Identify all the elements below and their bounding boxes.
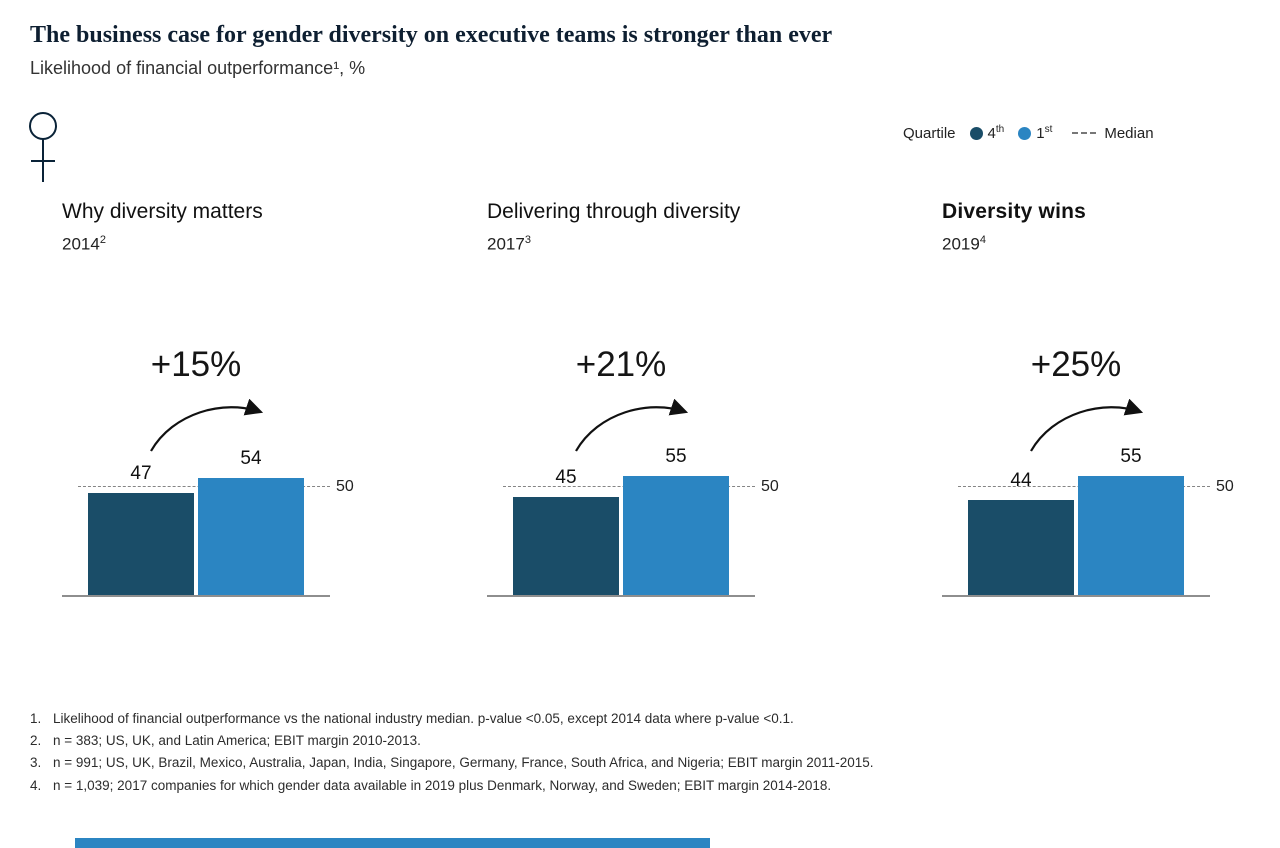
bar-plot: +25% 44 55 50: [940, 345, 1280, 597]
report-title: Delivering through diversity: [487, 200, 741, 223]
value-label-4th-quartile: 45: [555, 467, 577, 489]
median-value-label: 50: [336, 477, 354, 495]
female-gender-icon: [26, 110, 62, 191]
footnote-text: Likelihood of financial outperformance v…: [53, 711, 794, 726]
delta-label: +15%: [150, 345, 242, 384]
growth-arrow-icon: [150, 398, 264, 452]
growth-arrow-icon: [575, 398, 689, 452]
footnote-text: n = 1,039; 2017 companies for which gend…: [53, 777, 832, 793]
report-year: 20142: [62, 234, 106, 254]
chart-group-2014: Why diversity matters 20142 +15% 47 54 5…: [60, 200, 405, 620]
footnote: 1. Likelihood of financial outperformanc…: [30, 710, 1130, 728]
footnote: 4. n = 1,039; 2017 companies for which g…: [30, 777, 1130, 795]
legend-title: Quartile: [903, 124, 956, 142]
median-line-sample: [1072, 132, 1097, 134]
legend-label-4th-quartile: 4th: [987, 124, 1005, 142]
footnote-number: 3.: [30, 755, 42, 771]
report-year: 20173: [487, 234, 531, 254]
page-title: The business case for gender diversity o…: [30, 22, 833, 49]
footnote-number: 2.: [30, 733, 42, 749]
quartile-legend: Quartile 4th 1st Median: [903, 124, 1154, 142]
baseline-axis: [942, 595, 1210, 597]
legend-dot-1st-quartile: [1018, 126, 1032, 140]
bar-1st-quartile: [1078, 475, 1184, 595]
chart-group-2017: Delivering through diversity 20173 +21% …: [485, 200, 830, 620]
delta-label: +21%: [575, 345, 667, 384]
footnote-number: 4.: [30, 777, 42, 793]
value-label-1st-quartile: 55: [1120, 445, 1142, 467]
report-year: 20194: [942, 234, 986, 254]
bottom-accent-strip: [75, 838, 710, 848]
value-label-4th-quartile: 44: [1010, 469, 1032, 491]
footnotes: 1. Likelihood of financial outperformanc…: [30, 710, 1130, 799]
chart-group-2019: Diversity wins 20194 +25% 44 55 50: [940, 200, 1280, 620]
bar-4th-quartile: [968, 499, 1074, 595]
report-title: Diversity wins: [942, 200, 1087, 223]
page-subtitle: Likelihood of financial outperformance¹,…: [30, 58, 366, 78]
bar-1st-quartile: [623, 475, 729, 595]
footnote-text: n = 991; US, UK, Brazil, Mexico, Austral…: [53, 755, 874, 771]
bar-plot: +21% 45 55 50: [485, 345, 830, 597]
baseline-axis: [62, 595, 330, 597]
legend-dot-4th-quartile: [969, 126, 983, 140]
bar-1st-quartile: [198, 477, 304, 595]
legend-label-1st-quartile: 1st: [1036, 124, 1053, 142]
footnote-number: 1.: [30, 711, 42, 726]
value-label-1st-quartile: 55: [665, 445, 687, 467]
bar-4th-quartile: [88, 493, 194, 595]
legend-label-median: Median: [1104, 124, 1154, 142]
footnote: 2. n = 383; US, UK, and Latin America; E…: [30, 732, 1130, 750]
bar-4th-quartile: [513, 497, 619, 595]
value-label-1st-quartile: 54: [240, 447, 262, 469]
baseline-axis: [487, 595, 755, 597]
median-value-label: 50: [761, 477, 779, 495]
value-label-4th-quartile: 47: [130, 463, 152, 485]
report-title: Why diversity matters: [62, 200, 263, 223]
footnote: 3. n = 991; US, UK, Brazil, Mexico, Aust…: [30, 754, 1130, 772]
median-value-label: 50: [1216, 477, 1234, 495]
bar-plot: +15% 47 54 50: [60, 345, 405, 597]
footnote-text: n = 383; US, UK, and Latin America; EBIT…: [53, 733, 421, 749]
delta-label: +25%: [1030, 345, 1122, 384]
growth-arrow-icon: [1030, 398, 1144, 452]
